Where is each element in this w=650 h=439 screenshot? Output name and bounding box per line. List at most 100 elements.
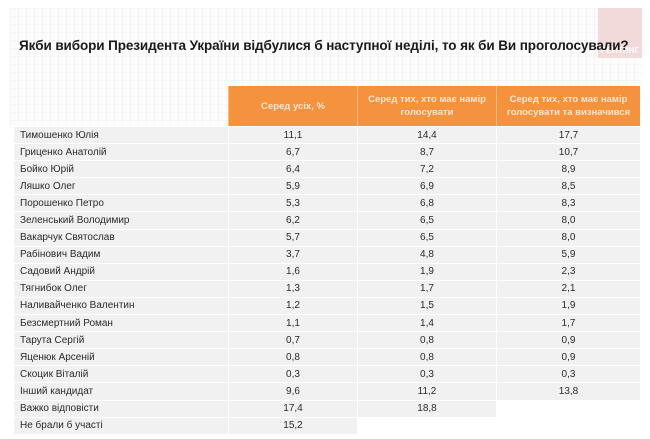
candidate-name: Яценюк Арсеній	[14, 349, 228, 366]
table-row: Тарута Сергій 0,7 0,8 0,9	[14, 331, 640, 349]
candidate-name: Тягнибок Олег	[14, 280, 228, 297]
value-decided	[496, 400, 640, 417]
header-blank-cell	[14, 86, 228, 126]
value-all: 1,1	[228, 315, 357, 332]
candidate-name: Не брали б участі	[14, 417, 228, 434]
value-decided: 0,9	[496, 332, 640, 349]
candidate-name: Наливайченко Валентин	[14, 297, 228, 315]
value-intend-to-vote: 6,5	[357, 229, 496, 246]
value-all: 5,9	[228, 178, 357, 195]
table-row: Порошенко Петро 5,3 6,8 8,3	[14, 194, 640, 212]
value-decided: 0,9	[496, 349, 640, 366]
value-intend-to-vote: 7,2	[357, 161, 496, 178]
value-intend-to-vote: 8,7	[357, 144, 496, 161]
value-all: 0,3	[228, 366, 357, 383]
table-row: Гриценко Анатолій 6,7 8,7 10,7	[14, 143, 640, 161]
table-row: Зеленський Володимир 6,2 6,5 8,0	[14, 211, 640, 229]
value-all: 5,3	[228, 195, 357, 212]
value-all: 15,2	[228, 417, 357, 434]
table-row: Яценюк Арсеній 0,8 0,8 0,9	[14, 348, 640, 366]
candidate-name: Рабінович Вадим	[14, 246, 228, 263]
value-intend-to-vote: 1,9	[357, 263, 496, 280]
value-all: 6,2	[228, 212, 357, 229]
value-intend-to-vote: 14,4	[357, 127, 496, 144]
value-all: 1,2	[228, 297, 357, 315]
value-decided: 8,5	[496, 178, 640, 195]
value-intend-to-vote: 6,5	[357, 212, 496, 229]
value-decided: 0,3	[496, 366, 640, 383]
candidate-name: Садовий Андрій	[14, 263, 228, 280]
value-all: 6,7	[228, 144, 357, 161]
table-row: Тимошенко Юлія 11,1 14,4 17,7	[14, 126, 640, 144]
value-intend-to-vote: 6,9	[357, 178, 496, 195]
candidate-name: Порошенко Петро	[14, 195, 228, 212]
value-all: 11,1	[228, 127, 357, 144]
value-intend-to-vote: 0,8	[357, 349, 496, 366]
value-all: 17,4	[228, 400, 357, 417]
candidate-name: Гриценко Анатолій	[14, 144, 228, 161]
rating-logo: РЕЙТИНГ	[598, 8, 642, 58]
value-intend-to-vote: 18,8	[357, 400, 496, 417]
page-title: Якби вибори Президента України відбулися…	[19, 38, 629, 53]
value-intend-to-vote: 1,7	[357, 280, 496, 297]
value-decided: 17,7	[496, 127, 640, 144]
candidate-name: Бойко Юрій	[14, 161, 228, 178]
value-decided: 8,0	[496, 229, 640, 246]
value-intend-to-vote: 1,4	[357, 315, 496, 332]
logo-text: РЕЙТИНГ	[600, 46, 640, 55]
table-row: Тягнибок Олег 1,3 1,7 2,1	[14, 279, 640, 297]
value-all: 1,6	[228, 263, 357, 280]
value-intend-to-vote: 0,8	[357, 332, 496, 349]
value-decided: 8,3	[496, 195, 640, 212]
table-row: Ляшко Олег 5,9 6,9 8,5	[14, 177, 640, 195]
candidate-name: Інший кандидат	[14, 383, 228, 400]
value-decided: 1,7	[496, 315, 640, 332]
value-decided: 2,1	[496, 280, 640, 297]
value-intend-to-vote: 11,2	[357, 383, 496, 400]
column-header-intend-to-vote: Серед тих, хто має намір голосувати	[357, 86, 496, 126]
candidate-name: Скоцик Віталій	[14, 366, 228, 383]
candidate-name: Вакарчук Святослав	[14, 229, 228, 246]
poll-results-table: Серед усіх, % Серед тих, хто має намір г…	[14, 86, 640, 434]
table-body: Тимошенко Юлія 11,1 14,4 17,7 Гриценко Анато…	[14, 126, 640, 434]
value-decided: 5,9	[496, 246, 640, 263]
value-decided: 10,7	[496, 144, 640, 161]
table-row: Садовий Андрій 1,6 1,9 2,3	[14, 262, 640, 280]
table-row: Інший кандидат 9,6 11,2 13,8	[14, 382, 640, 400]
value-decided	[496, 417, 640, 434]
table-row: Важко відповісти 17,4 18,8	[14, 399, 640, 417]
value-intend-to-vote	[357, 417, 496, 434]
table-row: Наливайченко Валентин 1,2 1,5 1,9	[14, 296, 640, 315]
value-decided: 8,9	[496, 161, 640, 178]
value-all: 1,3	[228, 280, 357, 297]
value-intend-to-vote: 0,3	[357, 366, 496, 383]
table-row: Вакарчук Святослав 5,7 6,5 8,0	[14, 228, 640, 246]
candidate-name: Зеленський Володимир	[14, 212, 228, 229]
value-all: 6,4	[228, 161, 357, 178]
table-row: Бойко Юрій 6,4 7,2 8,9	[14, 160, 640, 178]
value-all: 3,7	[228, 246, 357, 263]
table-row: Рабінович Вадим 3,7 4,8 5,9	[14, 245, 640, 263]
candidate-name: Важко відповісти	[14, 400, 228, 417]
value-intend-to-vote: 1,5	[357, 297, 496, 315]
value-decided: 2,3	[496, 263, 640, 280]
table-row: Не брали б участі 15,2	[14, 416, 640, 434]
table-row: Скоцик Віталій 0,3 0,3 0,3	[14, 365, 640, 383]
value-all: 5,7	[228, 229, 357, 246]
value-intend-to-vote: 6,8	[357, 195, 496, 212]
value-decided: 13,8	[496, 383, 640, 400]
value-all: 0,8	[228, 349, 357, 366]
table-row: Безсмертний Роман 1,1 1,4 1,7	[14, 314, 640, 332]
table-header: Серед усіх, % Серед тих, хто має намір г…	[14, 86, 640, 126]
candidate-name: Тимошенко Юлія	[14, 127, 228, 144]
value-all: 0,7	[228, 332, 357, 349]
value-decided: 1,9	[496, 297, 640, 315]
value-decided: 8,0	[496, 212, 640, 229]
value-intend-to-vote: 4,8	[357, 246, 496, 263]
column-header-all: Серед усіх, %	[228, 86, 357, 126]
value-all: 9,6	[228, 383, 357, 400]
candidate-name: Безсмертний Роман	[14, 315, 228, 332]
candidate-name: Ляшко Олег	[14, 178, 228, 195]
candidate-name: Тарута Сергій	[14, 332, 228, 349]
column-header-decided: Серед тих, хто має намір голосувати та в…	[496, 86, 640, 126]
